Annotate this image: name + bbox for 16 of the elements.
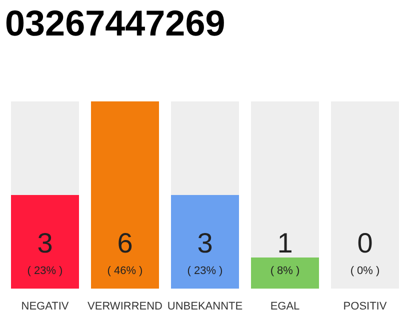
x-tick-label: UNBEKANNTE (167, 300, 243, 312)
data-label: 3 (197, 228, 213, 259)
x-tick-label: EGAL (270, 300, 300, 312)
data-label: 6 (117, 228, 133, 259)
x-tick-label: NEGATIV (21, 300, 70, 312)
annotation: ( 23% ) (27, 264, 63, 277)
annotation: ( 8% ) (270, 264, 300, 277)
annotation: 0 (357, 228, 373, 259)
annotation: ( 46% ) (107, 264, 143, 277)
x-tick-label: POSITIV (343, 300, 388, 312)
x-tick-label: VERWIRREND (88, 300, 163, 312)
annotation: ( 23% ) (187, 264, 223, 277)
data-label: 1 (277, 228, 293, 259)
annotation: ( 0% ) (350, 264, 380, 277)
chart-title: 03267447269 (5, 2, 226, 44)
data-label: 3 (37, 228, 53, 259)
